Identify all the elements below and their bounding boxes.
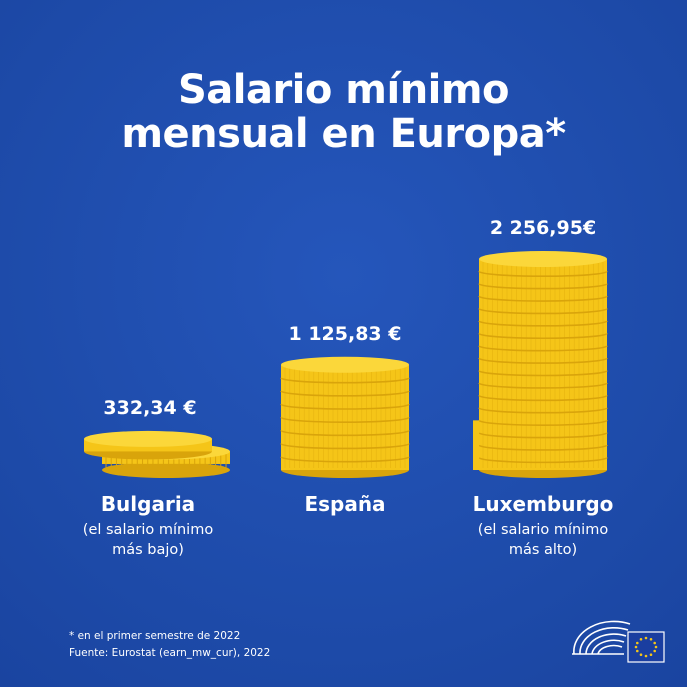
european-parliament-logo-icon (572, 620, 665, 663)
value-label: 2 256,95€ (489, 216, 597, 239)
page-title: Salario mínimo mensual en Europa* (0, 68, 687, 156)
eu-stars (634, 636, 658, 658)
footnote-period: * en el primer semestre de 2022 (69, 630, 241, 642)
coin-stack-2 (280, 356, 410, 478)
footnote-source: Fuente: Eurostat (earn_mw_cur), 2022 (69, 647, 271, 659)
title-line-1: Salario mínimo (177, 67, 510, 113)
coin-bar (280, 356, 410, 478)
category-label: Luxemburgo (472, 492, 614, 516)
category-note: (el salario mínimo más bajo) (82, 522, 214, 558)
coin-bar (473, 250, 608, 478)
coin-stack-3 (473, 250, 608, 478)
coin-stack-1 (84, 430, 230, 478)
value-label: 1 125,83 € (288, 322, 402, 345)
footnote: * en el primer semestre de 2022 Fuente: … (69, 628, 270, 662)
category-note: (el salario mínimo más alto) (477, 522, 609, 558)
category-label: Bulgaria (100, 492, 196, 516)
category-label: España (304, 492, 386, 516)
coin-bar (84, 430, 230, 478)
title-line-2: mensual en Europa* (121, 111, 566, 157)
value-label: 332,34 € (103, 396, 197, 419)
